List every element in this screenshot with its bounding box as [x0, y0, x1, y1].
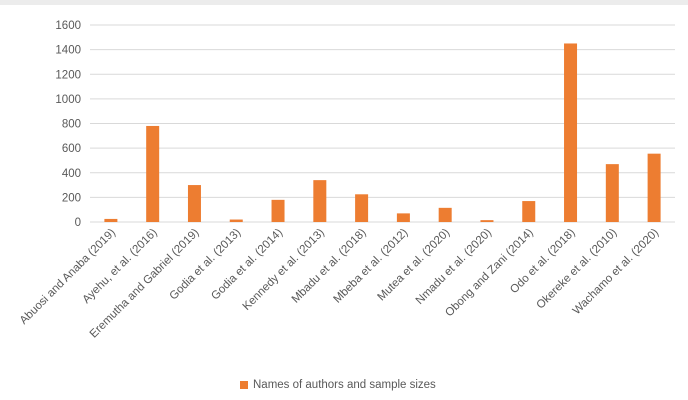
x-tick-label: Ayehu, et al. (2016) — [80, 227, 159, 306]
x-tick-label: Mbeba et al. (2012) — [332, 227, 411, 306]
bar — [229, 219, 243, 222]
legend-swatch — [240, 381, 248, 389]
y-tick-label: 1000 — [55, 94, 81, 106]
x-tick-label: Mutea et al. (2020) — [376, 227, 453, 304]
bar — [522, 201, 536, 222]
bar — [438, 207, 452, 222]
x-tick-label: Godia et al. (2013) — [168, 227, 244, 303]
y-tick-label: 1400 — [55, 45, 81, 57]
y-tick-label: 600 — [62, 143, 81, 155]
y-tick-label: 1200 — [55, 69, 81, 81]
x-tick-label: Okereke et al. (2010) — [535, 227, 620, 312]
y-tick-label: 200 — [62, 192, 81, 204]
y-tick-label: 0 — [75, 217, 81, 229]
bar — [396, 213, 410, 222]
x-tick-label: Nmadu et al. (2020) — [414, 227, 494, 307]
y-tick-label: 400 — [62, 168, 81, 180]
bar — [647, 153, 661, 222]
bar — [146, 125, 160, 222]
bar — [564, 43, 578, 222]
x-tick-label: Wachamo et al. (2020) — [571, 227, 662, 318]
bar — [605, 164, 619, 222]
x-tick-label: Godia et al. (2014) — [209, 227, 285, 303]
legend-label: Names of authors and sample sizes — [253, 379, 436, 391]
y-tick-label: 800 — [62, 119, 81, 131]
bar — [104, 218, 118, 222]
bar — [271, 199, 285, 222]
y-tick-label: 1600 — [55, 20, 81, 32]
x-tick-label: Kennedy et al. (2013) — [241, 227, 327, 313]
bar — [187, 185, 201, 222]
legend: Names of authors and sample sizes — [240, 379, 436, 391]
bar — [313, 180, 327, 222]
x-tick-label: Mbadu et al. (2018) — [290, 227, 369, 306]
bar — [355, 194, 369, 222]
top-border-strip — [0, 0, 688, 5]
bar — [480, 220, 494, 222]
